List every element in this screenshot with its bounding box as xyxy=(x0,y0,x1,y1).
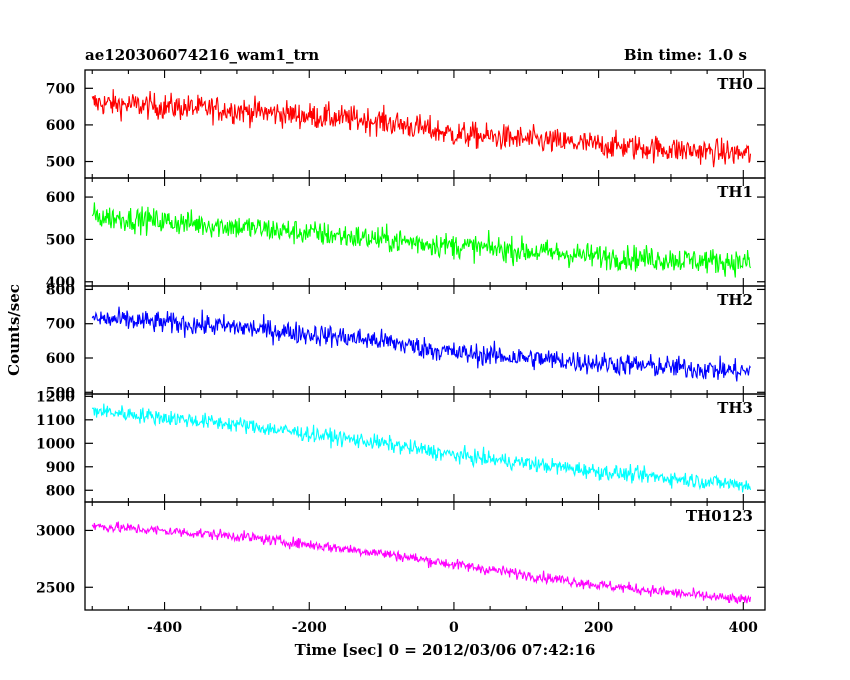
y-tick-label: 1000 xyxy=(36,436,75,452)
panels: 500 600 700 TH0 400 500 600 TH1 500 600 700 800 TH2 8… xyxy=(36,69,766,636)
series-label-th2: TH2 xyxy=(717,291,753,309)
series-th0-line xyxy=(91,89,752,168)
y-tick-label: 700 xyxy=(46,81,75,97)
x-tick-label: -200 xyxy=(292,620,327,636)
y-tick-label: 3000 xyxy=(36,523,75,539)
series-label-th0: TH0 xyxy=(717,75,753,93)
y-tick-label: 600 xyxy=(46,351,75,367)
y-tick-label: 1100 xyxy=(36,413,75,429)
series-th1-line xyxy=(91,202,752,278)
y-axis-label: Counts/sec xyxy=(5,284,23,376)
series-th2-line xyxy=(91,306,751,382)
panel-th1: 400 500 600 TH1 xyxy=(46,177,766,291)
y-tick-label: 500 xyxy=(46,155,75,171)
y-tick-label: 500 xyxy=(46,232,75,248)
y-tick-label: 1200 xyxy=(36,389,75,405)
panel-frame xyxy=(84,501,766,611)
series-label-th1: TH1 xyxy=(717,183,753,201)
y-tick-label: 600 xyxy=(46,118,75,134)
x-tick-label: -400 xyxy=(147,620,182,636)
panel-th2: 500 600 700 800 TH2 xyxy=(46,282,766,401)
x-axis-label: Time [sec] 0 = 2012/03/06 07:42:16 xyxy=(295,641,596,659)
series-th0123-line xyxy=(91,521,752,605)
x-tick-label: 400 xyxy=(729,620,758,636)
bin-time-label: Bin time: 1.0 s xyxy=(624,46,747,64)
y-tick-label: 900 xyxy=(46,460,75,476)
y-tick-label: 500 xyxy=(46,385,75,401)
x-tick-label: 200 xyxy=(584,620,613,636)
series-label-th3: TH3 xyxy=(717,399,753,417)
chart-title: ae120306074216_wam1_trn xyxy=(85,46,319,64)
y-tick-label: 600 xyxy=(46,190,75,206)
series-th3-line xyxy=(91,403,752,493)
panel-th0123: 2500 3000 TH0123 xyxy=(36,501,766,611)
panel-th0: 500 600 700 TH0 xyxy=(46,69,766,179)
y-tick-label: 2500 xyxy=(36,580,75,596)
y-tick-label: 700 xyxy=(46,317,75,333)
y-tick-label: 800 xyxy=(46,282,75,298)
series-label-th0123: TH0123 xyxy=(686,507,753,525)
y-tick-label: 800 xyxy=(46,483,75,499)
y-tick-label: 400 xyxy=(46,275,75,291)
panel-th3: 800 900 1000 1100 1200 TH3 xyxy=(36,389,766,503)
x-tick-label: 0 xyxy=(449,620,459,636)
